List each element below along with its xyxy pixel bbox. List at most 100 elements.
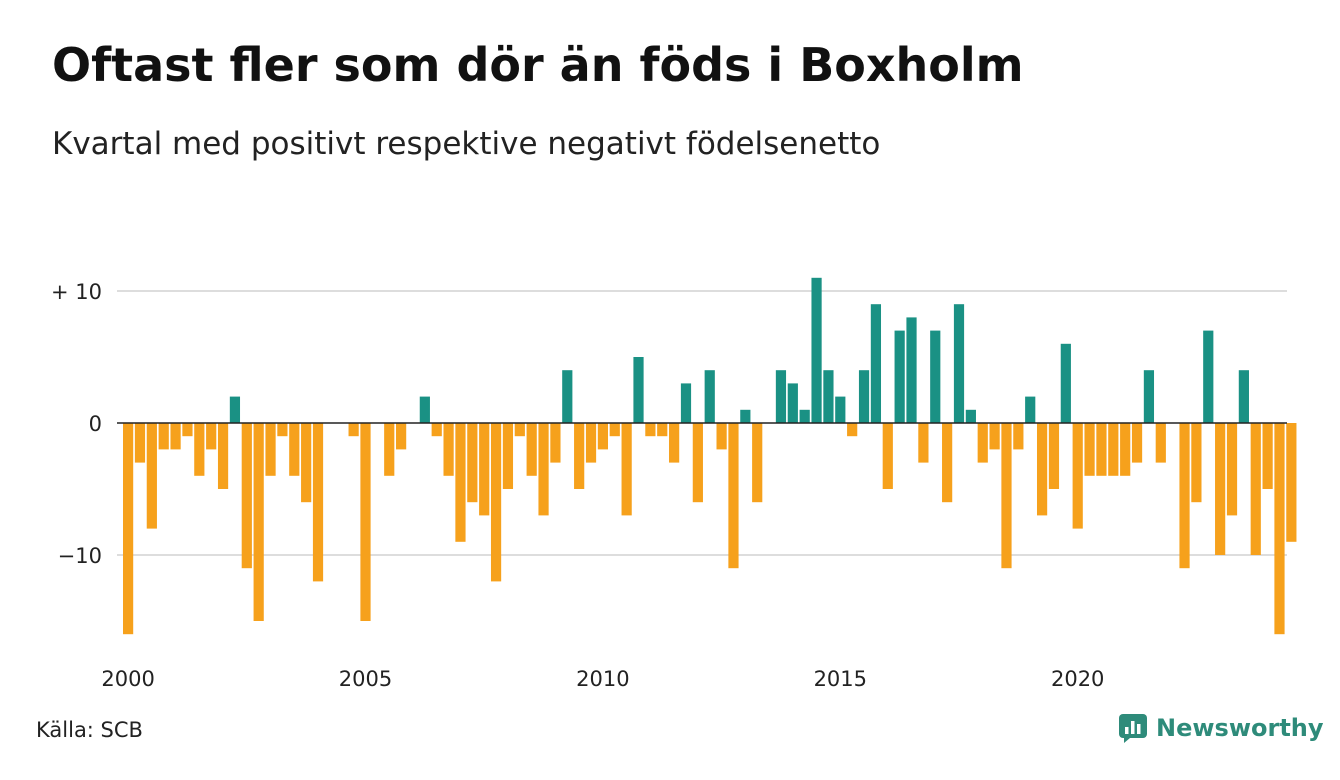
bar <box>942 423 953 503</box>
bar <box>526 423 537 476</box>
bar <box>301 423 312 503</box>
bar <box>728 423 739 569</box>
bar <box>657 423 668 437</box>
bar <box>847 423 858 437</box>
newsworthy-logo[interactable]: Newsworthy <box>1118 713 1324 743</box>
bar <box>1274 423 1285 635</box>
bar <box>811 277 822 423</box>
bar <box>229 396 241 423</box>
bar <box>123 423 134 635</box>
bars <box>123 277 1297 635</box>
bar <box>574 423 585 489</box>
bar <box>930 330 941 423</box>
bar <box>1143 370 1155 423</box>
bar <box>431 423 442 437</box>
bar <box>1120 423 1131 476</box>
bar <box>419 396 430 423</box>
bar <box>1250 423 1261 555</box>
bar <box>1286 423 1297 542</box>
bar <box>716 423 727 450</box>
bar <box>1036 423 1048 516</box>
bar <box>490 423 502 582</box>
bar <box>1155 423 1166 463</box>
bar <box>835 396 846 423</box>
bar <box>787 383 798 423</box>
bar <box>1084 423 1095 476</box>
bar <box>289 423 300 476</box>
bar <box>265 423 276 476</box>
bar <box>182 423 193 437</box>
bar <box>1108 423 1119 476</box>
bar <box>692 423 703 503</box>
bar <box>514 423 525 437</box>
bar <box>146 423 157 529</box>
x-tick-label: 2020 <box>1051 667 1104 691</box>
bar <box>823 370 834 423</box>
bar <box>253 423 264 621</box>
bar <box>870 304 882 423</box>
bar <box>965 409 976 423</box>
bar <box>1048 423 1060 489</box>
bar <box>918 423 929 463</box>
bar <box>241 423 252 569</box>
x-tick-label: 2010 <box>576 667 629 691</box>
bar <box>1001 423 1012 569</box>
bar <box>443 423 454 476</box>
bar <box>882 423 893 489</box>
bar <box>479 423 490 516</box>
bar <box>1262 423 1273 489</box>
bar <box>1096 423 1107 476</box>
bar <box>669 423 680 463</box>
bar <box>277 423 288 437</box>
bar <box>562 370 573 423</box>
bar <box>977 423 988 463</box>
bar <box>953 304 965 423</box>
chart-title: Oftast fler som dör än föds i Boxholm <box>52 38 1024 92</box>
gridlines <box>117 290 1287 556</box>
bar <box>894 330 905 423</box>
bar <box>384 423 395 476</box>
bar <box>467 423 478 503</box>
bar <box>645 423 656 437</box>
x-tick-label: 2015 <box>814 667 867 691</box>
bar <box>752 423 763 503</box>
bar <box>1131 423 1143 463</box>
chart-subtitle: Kvartal med positivt respektive negativt… <box>52 126 881 162</box>
bar <box>1203 330 1214 423</box>
bar <box>1191 423 1202 503</box>
y-tick-label: 0 <box>89 412 102 436</box>
bar <box>858 370 870 423</box>
bar <box>194 423 205 476</box>
bar <box>134 423 146 463</box>
bar <box>206 423 217 450</box>
bar <box>360 423 371 621</box>
bar <box>989 423 1000 450</box>
bar <box>217 423 229 489</box>
bar <box>1215 423 1226 555</box>
y-tick-label: + 10 <box>51 280 102 304</box>
bar <box>633 357 644 423</box>
source-note: Källa: SCB <box>36 718 143 742</box>
bar <box>704 370 715 423</box>
bar <box>1226 423 1238 516</box>
bar <box>312 423 324 582</box>
bar <box>1238 370 1249 423</box>
bar <box>585 423 597 463</box>
bar <box>396 423 407 450</box>
axes: + 10 0 −10 2000 2005 2010 2015 2020 <box>51 280 1287 691</box>
bar <box>1060 343 1071 423</box>
bar <box>550 423 561 463</box>
bar <box>170 423 181 450</box>
bar <box>348 423 359 437</box>
newsworthy-label: Newsworthy <box>1156 714 1324 742</box>
bar <box>680 383 692 423</box>
bar <box>597 423 608 450</box>
bar <box>158 423 169 450</box>
bar <box>1179 423 1190 569</box>
bar <box>538 423 549 516</box>
bar <box>775 370 787 423</box>
bar <box>1072 423 1083 529</box>
bar <box>621 423 632 516</box>
x-tick-label: 2005 <box>339 667 392 691</box>
